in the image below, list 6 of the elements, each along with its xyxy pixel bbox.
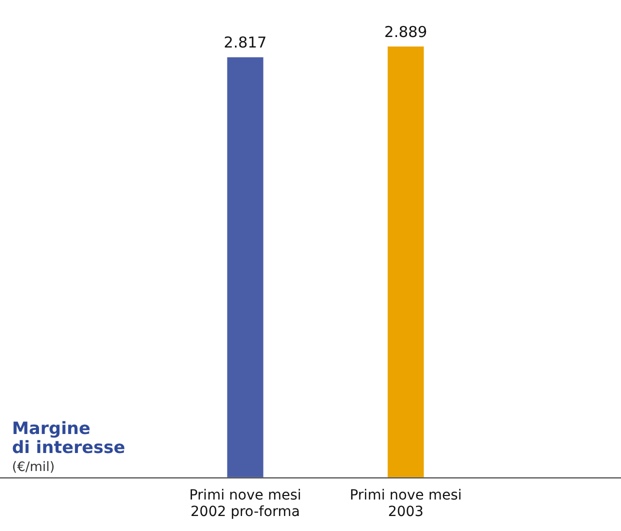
data-label: 2.889 (384, 22, 428, 41)
x-tick-label: Primi nove mesi 2002 pro-forma (189, 487, 302, 520)
text: Margine di interesse (12, 419, 126, 458)
data-label: 2.817 (224, 34, 267, 52)
text: (€/mil) (12, 460, 55, 475)
x-tick-label: Primi nove mesi 2003 (350, 487, 462, 520)
